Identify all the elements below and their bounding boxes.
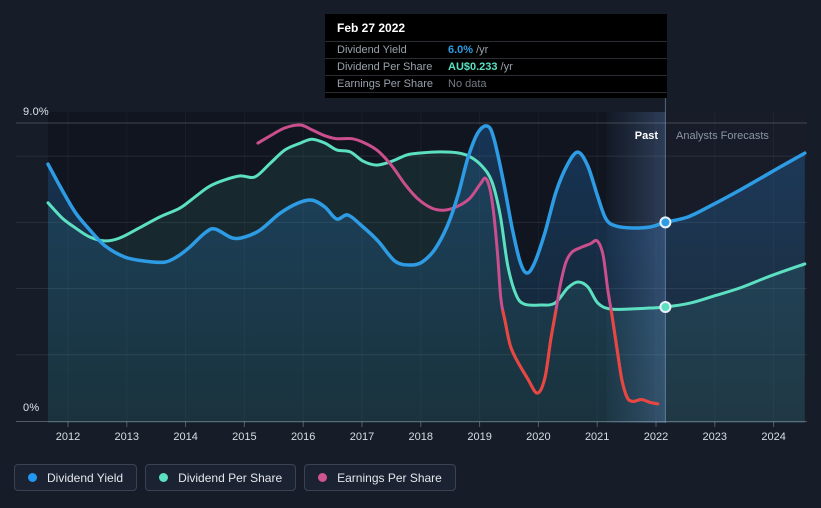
- year-label-2015: 2015: [232, 431, 257, 443]
- y-axis-label-top: 9.0%: [23, 106, 49, 118]
- tooltip-row-unit: /yr: [476, 44, 489, 56]
- legend-dot: [318, 473, 328, 482]
- tooltip-row-value: No data: [448, 78, 487, 90]
- past-year-band: [606, 112, 666, 423]
- tooltip-row-label: Earnings Per Share: [337, 78, 433, 90]
- forecast-region-label: Analysts Forecasts: [676, 130, 769, 142]
- dividend-yield-line: [46, 124, 807, 275]
- chart-legend: Dividend Yield Dividend Per Share Earnings…: [14, 464, 456, 491]
- year-label-2017: 2017: [349, 431, 375, 443]
- legend-label: Earnings Per Share: [337, 470, 442, 485]
- hover-tooltip: Feb 27 2022 Dividend Yield 6.0%/yr Dividen…: [325, 14, 667, 98]
- dividend-per-share-line: [46, 137, 807, 311]
- tooltip-date: Feb 27 2022: [325, 14, 667, 42]
- marker-dot-dividend-per-share[interactable]: [659, 301, 672, 314]
- legend-label: Dividend Yield: [47, 470, 124, 485]
- tooltip-row-unit: /yr: [500, 61, 513, 73]
- year-label-2023: 2023: [702, 431, 728, 443]
- year-label-2024: 2024: [761, 431, 786, 443]
- y-axis-label-bottom: 0%: [23, 402, 40, 414]
- year-label-2019: 2019: [467, 431, 492, 443]
- year-label-2022: 2022: [643, 431, 669, 443]
- year-label-2012: 2012: [55, 431, 81, 443]
- legend-item-dividend-per-share[interactable]: Dividend Per Share: [145, 464, 297, 491]
- legend-label: Dividend Per Share: [178, 470, 283, 485]
- year-label-2016: 2016: [290, 431, 316, 443]
- year-label-2018: 2018: [408, 431, 434, 443]
- marker-dot-dividend-yield[interactable]: [659, 216, 672, 229]
- tooltip-row-label: Dividend Yield: [337, 44, 407, 56]
- past-region-label: Past: [634, 130, 658, 142]
- tooltip-row: Dividend Yield 6.0%/yr: [325, 42, 667, 59]
- tooltip-row: Dividend Per Share AU$0.233/yr: [325, 59, 667, 76]
- tooltip-row-value: AU$0.233: [448, 61, 498, 73]
- legend-dot: [28, 473, 37, 482]
- tooltip-row-label: Dividend Per Share: [337, 61, 433, 73]
- legend-item-earnings-per-share[interactable]: Earnings Per Share: [304, 464, 456, 491]
- forecast-region: [665, 112, 807, 423]
- legend-dot: [159, 473, 169, 482]
- year-label-2020: 2020: [526, 431, 551, 443]
- tooltip-row-value: 6.0%: [448, 44, 474, 56]
- tooltip-rows: Dividend Yield 6.0%/yr Dividend Per Share A…: [325, 42, 667, 93]
- year-label-2013: 2013: [114, 431, 140, 443]
- year-label-2014: 2014: [173, 431, 198, 443]
- tooltip-row: Earnings Per Share No data: [325, 76, 667, 93]
- earnings-per-share-line-negative: [501, 309, 660, 406]
- legend-item-dividend-yield[interactable]: Dividend Yield: [14, 464, 138, 491]
- year-label-2021: 2021: [584, 431, 610, 443]
